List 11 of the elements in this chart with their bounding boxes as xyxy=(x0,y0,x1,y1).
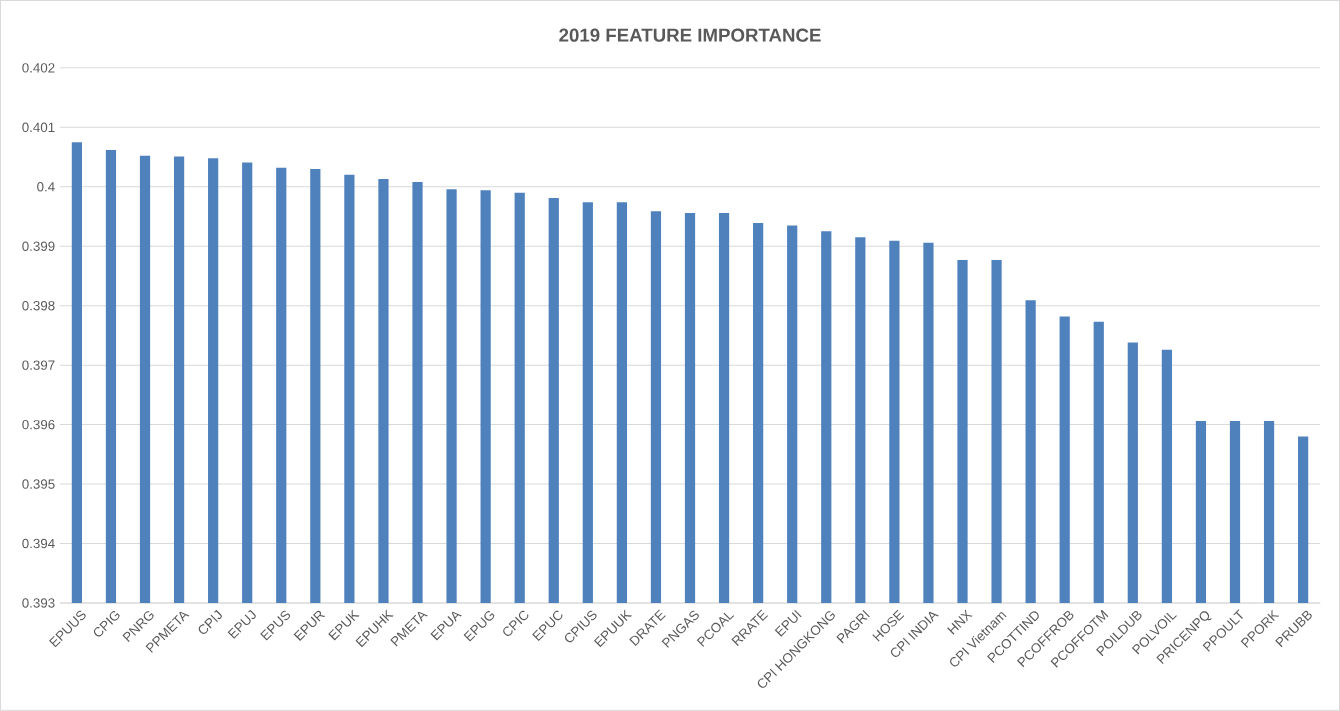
y-tick-label: 0.397 xyxy=(22,360,55,370)
y-tick-label: 0.393 xyxy=(22,598,55,608)
y-tick-label: 0.402 xyxy=(22,63,55,73)
y-tick-label: 0.398 xyxy=(22,301,55,311)
chart-title: 2019 FEATURE IMPORTANCE xyxy=(559,28,821,42)
y-tick-label: 0.394 xyxy=(22,538,55,549)
y-tick-label: 0.399 xyxy=(22,241,55,252)
y-tick-label: 0.395 xyxy=(22,479,55,489)
y-tick-label: 0.401 xyxy=(22,122,55,133)
y-tick-label: 0.4 xyxy=(37,182,55,192)
y-tick-label: 0.396 xyxy=(22,419,55,430)
